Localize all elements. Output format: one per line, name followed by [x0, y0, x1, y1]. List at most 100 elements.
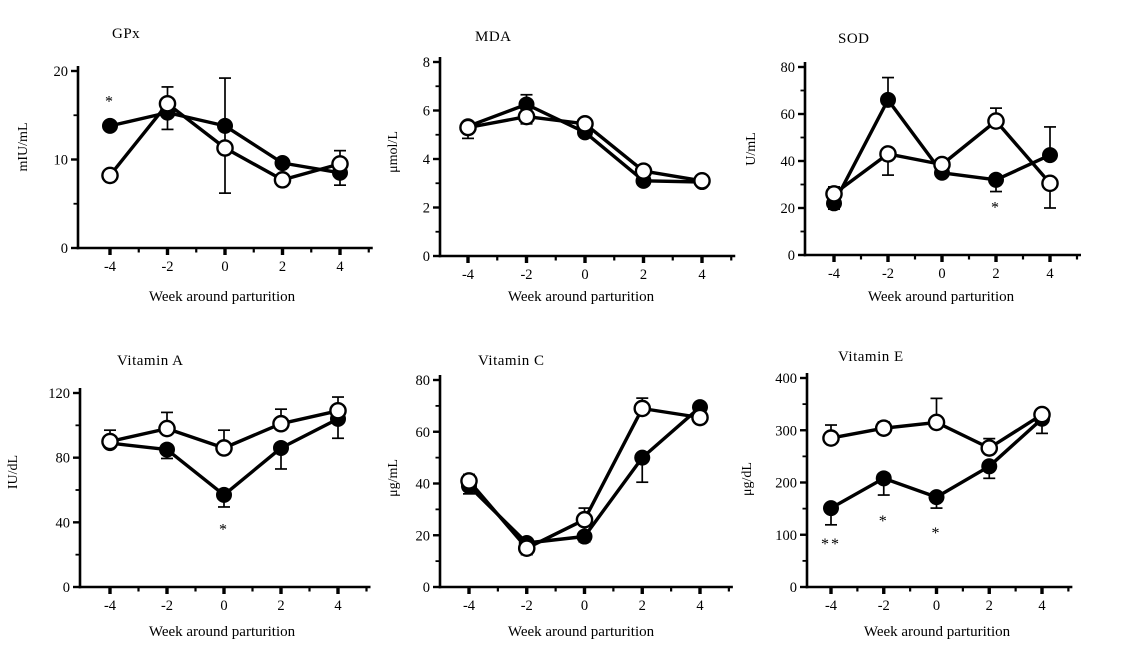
- y-tick-label: 300: [775, 423, 797, 439]
- data-point-open-circle: [633, 399, 652, 418]
- data-point-open-circle: [933, 155, 951, 174]
- y-tick-label: 20: [781, 201, 796, 217]
- x-axis-label: Week around parturition: [868, 289, 1015, 305]
- data-point-open-circle: [272, 414, 290, 433]
- significance-asterisk: *: [879, 513, 889, 530]
- data-point-filled-circle: [576, 528, 593, 545]
- data-point-open-circle: [216, 139, 234, 157]
- data-point-open-circle: [460, 472, 478, 490]
- chart-panel-sod: SOD U/mL Week around parturition 0204060…: [744, 31, 1081, 305]
- data-point-filled-circle: [928, 489, 945, 506]
- x-tick-label: -4: [825, 598, 838, 614]
- data-point-open-circle: [329, 401, 347, 420]
- data-point-open-circle: [874, 419, 893, 437]
- x-tick-label: 2: [639, 598, 646, 614]
- data-point-filled-circle: [274, 155, 291, 172]
- x-tick-label: 0: [220, 598, 227, 614]
- data-point-open-circle: [927, 413, 946, 432]
- y-tick-label: 2: [423, 201, 430, 217]
- y-tick-label: 40: [416, 477, 431, 493]
- y-tick-label: 200: [775, 476, 797, 492]
- data-point-open-circle: [825, 185, 843, 203]
- y-tick-label: 4: [423, 152, 431, 168]
- x-tick-label: -2: [521, 598, 533, 614]
- data-point-open-circle: [1041, 174, 1059, 193]
- significance-asterisk: *: [932, 525, 942, 542]
- data-point-open-circle: [101, 432, 119, 451]
- x-tick-label: -2: [878, 598, 890, 614]
- y-axis-label: μg/dL: [740, 462, 755, 496]
- y-tick-label: 120: [48, 386, 70, 402]
- data-point-open-circle: [634, 162, 653, 180]
- x-tick-label: 2: [640, 267, 647, 283]
- data-point-open-circle: [158, 419, 176, 438]
- chart-panel-gpx: GPx mIU/mL Week around parturition 01020…: [16, 26, 373, 305]
- chart-title-vitamin-e: Vitamin E: [838, 349, 904, 365]
- x-axis-label: Week around parturition: [149, 289, 296, 305]
- data-point-open-circle: [576, 115, 594, 133]
- y-tick-label: 80: [56, 451, 71, 467]
- data-point-filled-circle: [875, 470, 892, 487]
- data-point-filled-circle: [823, 500, 839, 517]
- y-tick-label: 20: [54, 64, 69, 80]
- x-axis-label: Week around parturition: [508, 289, 655, 305]
- y-tick-label: 60: [781, 107, 796, 123]
- significance-asterisk: **: [821, 536, 841, 553]
- x-tick-label: 0: [933, 598, 940, 614]
- x-tick-label: 4: [334, 598, 342, 614]
- data-point-open-circle: [1033, 405, 1051, 424]
- data-point-open-circle: [101, 166, 119, 185]
- y-tick-label: 0: [790, 580, 797, 596]
- x-tick-label: 0: [221, 259, 228, 275]
- chart-panel-vitamin-e: Vitamin E μg/dL Week around parturition …: [740, 349, 1073, 640]
- x-tick-label: 2: [992, 266, 999, 282]
- data-point-open-circle: [879, 145, 897, 163]
- data-point-open-circle: [331, 155, 349, 173]
- y-axis-label: μg/mL: [386, 459, 401, 497]
- significance-asterisk: *: [105, 94, 115, 111]
- plot-area-sod: 0 20 40 60 80 -4 -2 0 2 4 *: [781, 60, 1081, 282]
- x-tick-label: -2: [161, 259, 173, 275]
- data-point-filled-circle: [102, 117, 118, 134]
- x-tick-label: -4: [104, 598, 117, 614]
- y-tick-label: 6: [423, 104, 430, 120]
- chart-title-vitamin-c: Vitamin C: [478, 353, 545, 369]
- y-tick-label: 8: [423, 55, 430, 71]
- y-tick-label: 10: [54, 153, 69, 169]
- x-tick-label: -4: [828, 266, 841, 282]
- data-point-open-circle: [517, 539, 536, 557]
- x-axis-label: Week around parturition: [864, 624, 1011, 640]
- x-tick-label: 2: [986, 598, 993, 614]
- y-tick-label: 0: [61, 241, 68, 257]
- data-point-open-circle: [980, 439, 999, 457]
- x-tick-label: 4: [1046, 266, 1054, 282]
- data-point-open-circle: [575, 510, 594, 529]
- x-tick-label: 4: [698, 267, 706, 283]
- x-tick-label: -4: [463, 598, 476, 614]
- x-tick-label: -2: [161, 598, 173, 614]
- x-tick-label: 0: [938, 266, 945, 282]
- y-tick-label: 400: [775, 371, 797, 387]
- y-axis-label: mIU/mL: [16, 123, 31, 172]
- y-tick-label: 0: [788, 248, 795, 264]
- plot-area-gpx: 0 10 20 -4 -2 0 2 4 *: [54, 64, 373, 275]
- data-point-open-circle: [158, 94, 177, 113]
- y-tick-label: 80: [781, 60, 796, 76]
- y-axis-label: IU/dL: [6, 455, 21, 489]
- x-tick-label: 2: [277, 598, 284, 614]
- data-point-filled-circle: [880, 91, 896, 108]
- y-tick-label: 40: [781, 154, 796, 170]
- x-tick-label: -4: [104, 259, 117, 275]
- significance-asterisk: *: [219, 522, 229, 539]
- x-tick-label: 4: [1038, 598, 1046, 614]
- x-tick-label: 4: [336, 259, 344, 275]
- y-tick-label: 0: [423, 580, 430, 596]
- plot-area-mda: 0 2 4 6 8 -4 -2 0 2 4: [423, 55, 736, 283]
- x-tick-label: 4: [696, 598, 704, 614]
- y-axis-label: U/mL: [744, 132, 759, 165]
- series-line-filled-circle: [832, 98, 1052, 205]
- data-point-open-circle: [459, 118, 477, 137]
- data-point-filled-circle: [159, 441, 175, 458]
- y-tick-label: 20: [416, 528, 431, 544]
